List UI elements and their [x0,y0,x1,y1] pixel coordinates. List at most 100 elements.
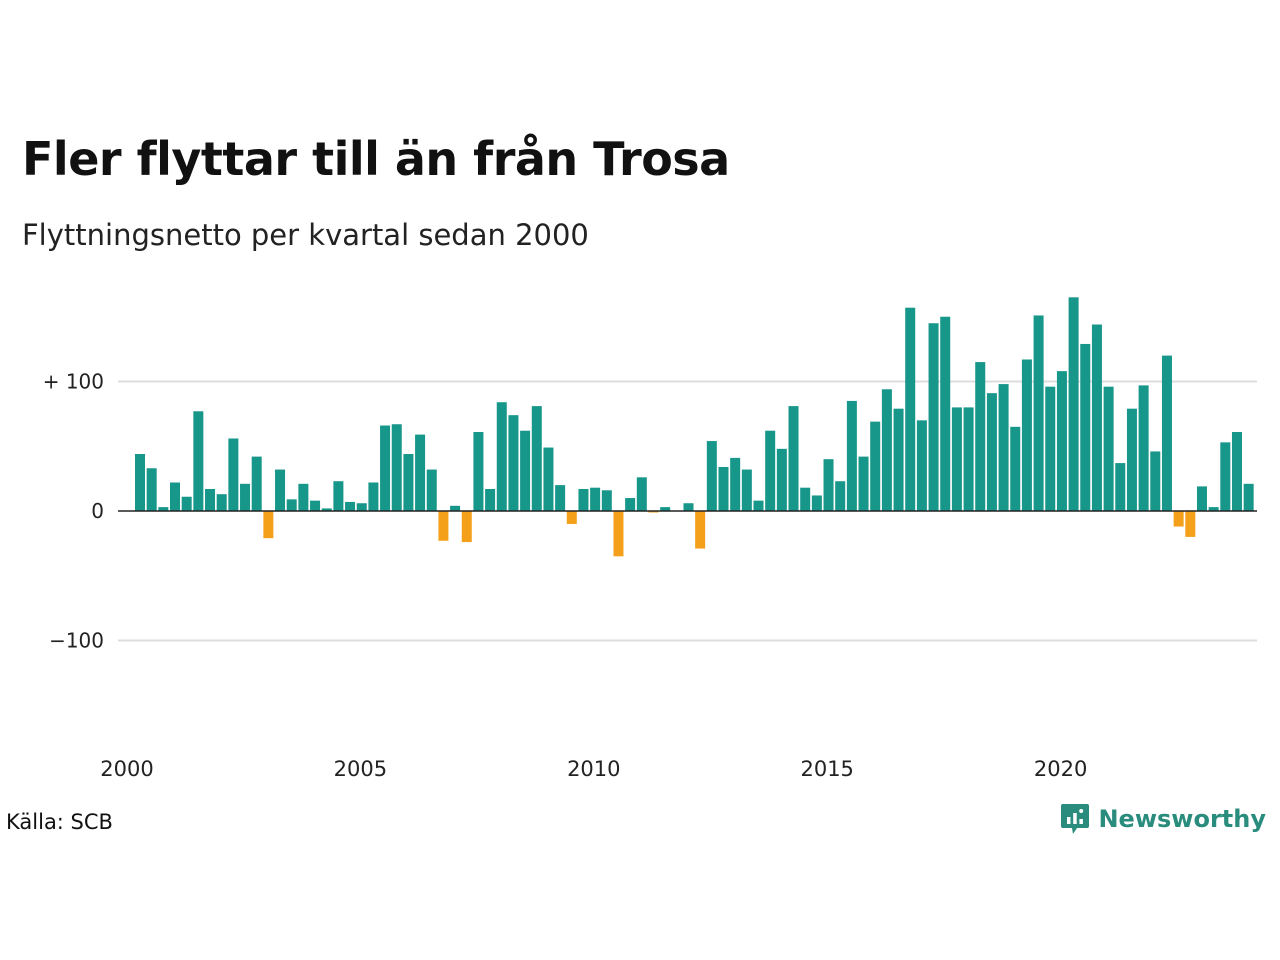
bar [1045,386,1056,511]
bar [776,448,787,511]
bar [1185,511,1196,537]
bar [228,438,239,511]
bar [765,430,776,511]
newsworthy-logo-icon [1061,804,1090,834]
bar [1103,386,1114,511]
bar [928,323,939,511]
bar [345,501,356,511]
bar [788,406,799,511]
bar [1196,486,1207,511]
bar [251,456,262,511]
bar [625,498,636,511]
bar [835,481,846,511]
bar [998,384,1009,511]
bar [333,481,344,511]
bar [636,477,647,511]
bar [683,503,694,511]
bar [216,494,227,512]
bar [1068,297,1079,511]
bar [1208,507,1219,511]
bar [1091,324,1102,511]
bar [940,316,951,511]
bar [1231,432,1242,511]
bar [905,307,916,511]
bar [1010,426,1021,511]
bar [975,362,986,511]
bar [555,485,566,511]
bar [718,466,729,511]
bar [135,454,145,511]
bar [1150,451,1161,511]
bar [1243,483,1254,512]
bar [1056,371,1067,511]
x-tick-label: 2000 [100,757,153,781]
bar [1033,315,1044,511]
bar [730,457,741,511]
bar [881,389,892,511]
bar [578,488,589,512]
bar [380,425,391,511]
bar [181,496,192,511]
bar [846,400,857,511]
bar [986,393,997,511]
bar [461,511,472,543]
bar [531,406,542,511]
y-tick-label: + 100 [43,370,104,394]
bar [310,500,321,511]
bar [811,495,822,511]
bar [275,469,286,511]
bar [753,500,764,511]
brand-logo[interactable]: Newsworthy [1060,802,1266,836]
bar [1138,385,1149,511]
bar [193,411,204,511]
bar [1173,511,1184,527]
bar [520,430,531,511]
brand-name: Newsworthy [1098,805,1266,833]
bar [356,503,367,511]
bar [741,469,752,511]
source-note: Källa: SCB [6,810,113,834]
bar [263,511,274,539]
bar [158,507,169,511]
bar [951,407,962,511]
y-tick-label: −100 [49,629,104,653]
bar [800,487,811,511]
bar [450,505,461,511]
chart-title: Fler flyttar till än från Trosa [22,132,730,186]
bar [1161,355,1172,511]
chart-subtitle: Flyttningsnetto per kvartal sedan 2000 [22,218,589,252]
bar [613,511,624,557]
bar [240,483,251,512]
bar [426,469,437,511]
bar [170,482,181,511]
bar [1021,359,1032,511]
bar [660,507,671,511]
x-tick-label: 2010 [567,757,620,781]
bar [893,408,904,511]
bar [706,441,717,511]
bar [543,447,554,511]
bar [1080,343,1091,511]
bar [963,407,974,511]
x-tick-label: 2005 [334,757,387,781]
bar [1126,408,1137,511]
bar [870,421,881,511]
x-tick-label: 2015 [800,757,853,781]
bar [508,415,519,511]
bar [473,432,484,511]
bar [438,511,449,541]
bar [601,490,612,511]
bar [415,434,426,512]
bar [485,488,496,512]
bar [695,511,706,549]
bar [146,468,157,511]
bar [496,402,507,511]
bar [286,499,297,511]
bar [590,487,601,511]
bar [205,488,216,512]
bar [321,508,332,511]
bar [1220,442,1231,511]
bar [403,454,414,511]
bar [823,459,834,511]
